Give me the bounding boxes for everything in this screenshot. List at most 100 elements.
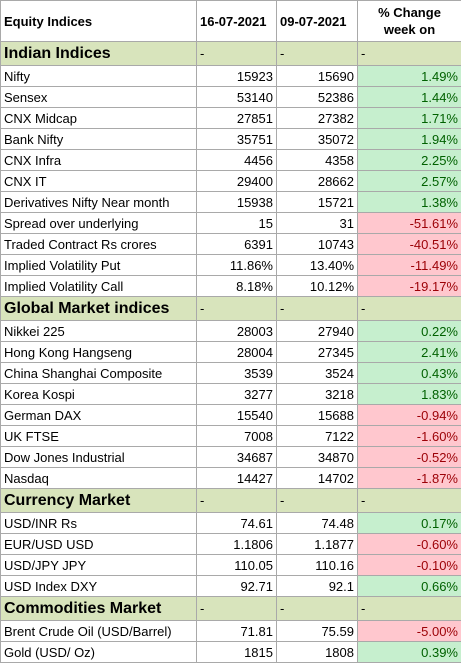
row-value-current: 15923 [196, 65, 277, 87]
row-percent-change: -0.94% [357, 404, 461, 426]
row-value-previous: 34870 [276, 446, 358, 468]
section-title: Indian Indices [0, 41, 197, 66]
section-dash: - [196, 488, 277, 513]
row-value-current: 6391 [196, 233, 277, 255]
table-row: Sensex 53140 52386 1.44% [0, 86, 461, 108]
row-value-previous: 110.16 [276, 554, 358, 576]
row-percent-change: 1.38% [357, 191, 461, 213]
table-row: China Shanghai Composite 3539 3524 0.43% [0, 362, 461, 384]
row-percent-change: -0.60% [357, 533, 461, 555]
row-value-current: 4456 [196, 149, 277, 171]
row-value-current: 1815 [196, 641, 277, 663]
section-dash: - [196, 296, 277, 321]
table-row: Spread over underlying 15 31 -51.61% [0, 212, 461, 234]
table-row: Nikkei 225 28003 27940 0.22% [0, 320, 461, 342]
table-row: Nifty 15923 15690 1.49% [0, 65, 461, 87]
row-value-current: 92.71 [196, 575, 277, 597]
row-name: Derivatives Nifty Near month [0, 191, 197, 213]
row-name: Spread over underlying [0, 212, 197, 234]
table-row: Derivatives Nifty Near month 15938 15721 1.… [0, 191, 461, 213]
row-percent-change: 1.71% [357, 107, 461, 129]
row-value-previous: 27345 [276, 341, 358, 363]
row-name: CNX IT [0, 170, 197, 192]
row-name: Korea Kospi [0, 383, 197, 405]
header-date1: 16-07-2021 [196, 0, 277, 42]
table-row: Implied Volatility Put 11.86% 13.40% -11.49… [0, 254, 461, 276]
table-row: Dow Jones Industrial 34687 34870 -0.52% [0, 446, 461, 468]
header-change: % Change week on [357, 0, 461, 42]
row-percent-change: 1.44% [357, 86, 461, 108]
row-value-current: 11.86% [196, 254, 277, 276]
row-name: Traded Contract Rs crores [0, 233, 197, 255]
row-percent-change: -19.17% [357, 275, 461, 297]
row-name: Dow Jones Industrial [0, 446, 197, 468]
table-row: USD/INR Rs 74.61 74.48 0.17% [0, 512, 461, 534]
row-value-previous: 7122 [276, 425, 358, 447]
table-row: Gold (USD/ Oz) 1815 1808 0.39% [0, 641, 461, 663]
row-name: USD Index DXY [0, 575, 197, 597]
section-dash: - [196, 41, 277, 66]
row-percent-change: -1.87% [357, 467, 461, 489]
row-value-previous: 27382 [276, 107, 358, 129]
row-value-previous: 1808 [276, 641, 358, 663]
table-row: German DAX 15540 15688 -0.94% [0, 404, 461, 426]
row-value-current: 27851 [196, 107, 277, 129]
row-name: Nifty [0, 65, 197, 87]
row-name: USD/INR Rs [0, 512, 197, 534]
row-value-previous: 3524 [276, 362, 358, 384]
row-name: Sensex [0, 86, 197, 108]
row-percent-change: 1.94% [357, 128, 461, 150]
row-value-current: 15 [196, 212, 277, 234]
row-percent-change: -11.49% [357, 254, 461, 276]
row-name: Gold (USD/ Oz) [0, 641, 197, 663]
row-percent-change: -0.52% [357, 446, 461, 468]
row-percent-change: -40.51% [357, 233, 461, 255]
row-value-previous: 15690 [276, 65, 358, 87]
row-name: German DAX [0, 404, 197, 426]
row-percent-change: 1.83% [357, 383, 461, 405]
row-value-previous: 15721 [276, 191, 358, 213]
table-row: Traded Contract Rs crores 6391 10743 -40.51… [0, 233, 461, 255]
row-value-previous: 28662 [276, 170, 358, 192]
row-value-current: 14427 [196, 467, 277, 489]
table-row: USD Index DXY 92.71 92.1 0.66% [0, 575, 461, 597]
section-dash: - [276, 296, 358, 321]
row-value-previous: 13.40% [276, 254, 358, 276]
section-dash: - [357, 488, 461, 513]
row-name: China Shanghai Composite [0, 362, 197, 384]
header-date2: 09-07-2021 [276, 0, 358, 42]
row-name: Bank Nifty [0, 128, 197, 150]
table-row: Korea Kospi 3277 3218 1.83% [0, 383, 461, 405]
row-name: CNX Midcap [0, 107, 197, 129]
row-percent-change: 2.41% [357, 341, 461, 363]
row-value-current: 7008 [196, 425, 277, 447]
row-name: Implied Volatility Put [0, 254, 197, 276]
header-label: Equity Indices [0, 0, 197, 42]
row-name: UK FTSE [0, 425, 197, 447]
row-value-previous: 15688 [276, 404, 358, 426]
row-value-current: 3539 [196, 362, 277, 384]
section-title: Commodities Market [0, 596, 197, 621]
row-value-current: 53140 [196, 86, 277, 108]
section-dash: - [276, 596, 358, 621]
row-value-current: 71.81 [196, 620, 277, 642]
row-name: CNX Infra [0, 149, 197, 171]
section-dash: - [276, 41, 358, 66]
section-dash: - [357, 296, 461, 321]
section-header-row: Indian Indices - - - [0, 41, 461, 66]
row-percent-change: -0.10% [357, 554, 461, 576]
row-percent-change: 0.17% [357, 512, 461, 534]
section-dash: - [276, 488, 358, 513]
row-percent-change: -5.00% [357, 620, 461, 642]
row-name: Hong Kong Hangseng [0, 341, 197, 363]
section-dash: - [357, 596, 461, 621]
row-value-previous: 1.1877 [276, 533, 358, 555]
row-percent-change: 1.49% [357, 65, 461, 87]
row-percent-change: 0.43% [357, 362, 461, 384]
row-value-current: 29400 [196, 170, 277, 192]
row-value-current: 110.05 [196, 554, 277, 576]
row-value-current: 8.18% [196, 275, 277, 297]
row-name: Nasdaq [0, 467, 197, 489]
header-change-line2: week on [383, 22, 436, 37]
